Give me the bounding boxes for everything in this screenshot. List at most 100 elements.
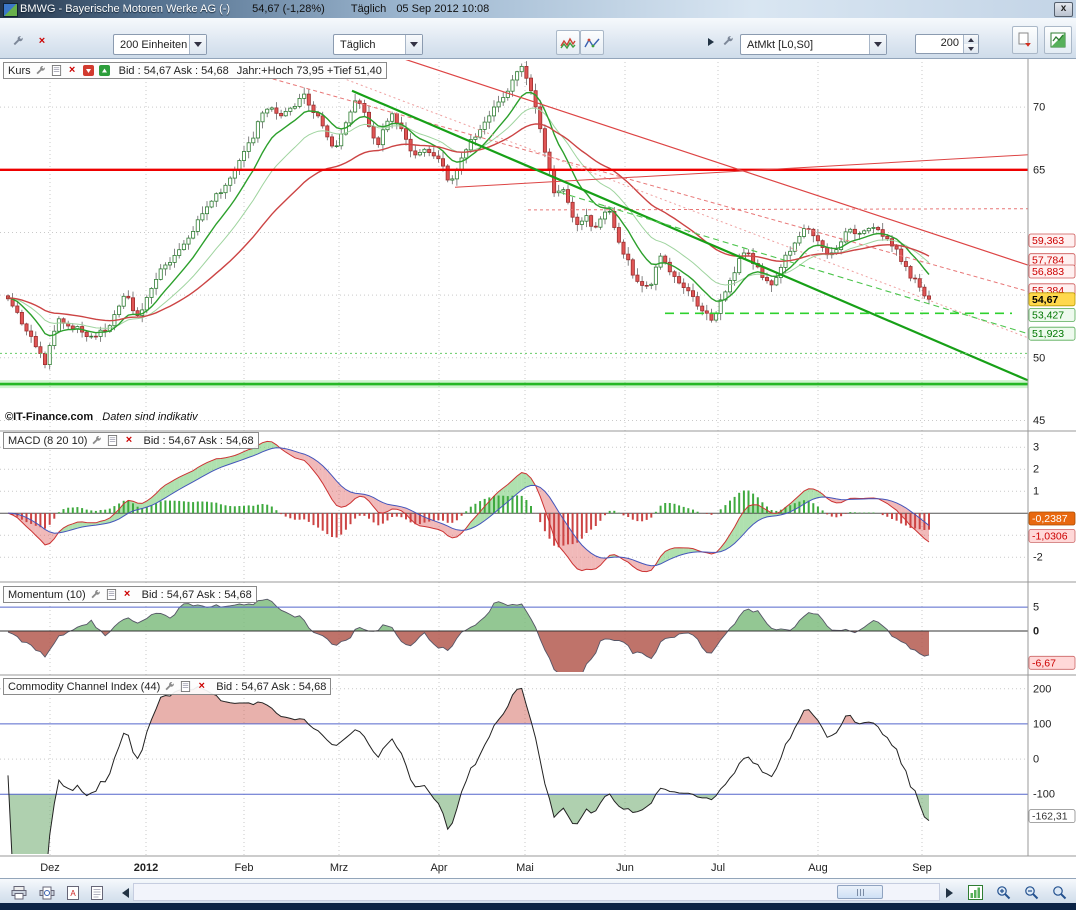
candles-layer (6, 61, 932, 370)
close-icon[interactable]: × (198, 680, 205, 692)
month-label: Dez (40, 862, 60, 874)
page-icon[interactable] (88, 883, 106, 902)
cci-bid-ask: Bid : 54,67 Ask : 54,68 (216, 680, 327, 693)
print-icon[interactable] (8, 883, 30, 902)
chevron-down-icon[interactable] (405, 35, 422, 54)
stepper-down-icon[interactable] (964, 44, 978, 53)
month-label: Sep (912, 862, 932, 874)
chart-style-2-icon[interactable] (580, 30, 604, 55)
month-label: Feb (235, 862, 254, 874)
axis-tick-label: 50 (1033, 352, 1045, 364)
axis-tick-label: 65 (1033, 164, 1045, 176)
horizontal-scrollbar[interactable] (133, 883, 940, 901)
close-icon[interactable]: × (125, 434, 133, 446)
axis-tick-label: 45 (1033, 415, 1045, 427)
axis-tick-label: 0 (1033, 754, 1039, 766)
period-dropdown[interactable]: Täglich (333, 34, 423, 55)
watermark-note: Daten sind indikativ (102, 411, 198, 423)
trendlines-layer (0, 60, 1028, 389)
new-chart-icon[interactable] (1044, 26, 1072, 54)
price-chip (1028, 233, 1076, 248)
title-bar: BMWG - Bayerische Motoren Werke AG (-) 5… (0, 0, 1076, 18)
wrench-icon[interactable] (163, 680, 176, 693)
units-dropdown[interactable]: 200 Einheiten (113, 34, 207, 55)
zoom-out-icon[interactable] (1020, 882, 1044, 903)
sell-icon[interactable] (82, 64, 95, 77)
month-label: Mai (516, 862, 534, 874)
erase-icon[interactable]: × (38, 34, 46, 47)
axis-tick-label: 0 (1033, 626, 1039, 638)
wrench-icon[interactable] (89, 588, 102, 601)
document-icon[interactable] (105, 588, 118, 601)
title-instrument: BMWG - Bayerische Motoren Werke AG (-) (20, 3, 231, 15)
momentum-area-negative (8, 630, 929, 672)
kurs-panel-title: Kurs (8, 64, 31, 77)
gridlines (0, 62, 1028, 856)
month-label: Jun (616, 862, 634, 874)
settings-wrench-icon[interactable] (718, 31, 738, 51)
cci-panel-header: Commodity Channel Index (44) × Bid : 54,… (3, 678, 332, 695)
price-chip-label: 51,923 (1032, 328, 1064, 340)
window-bottom-edge (0, 903, 1076, 910)
app-icon (3, 3, 18, 17)
close-icon[interactable]: x (1054, 2, 1073, 17)
watermark-brand: ©IT-Finance.com (5, 411, 94, 423)
price-chip-label: -1,0306 (1032, 530, 1068, 542)
period-dropdown-value: Täglich (340, 38, 376, 51)
axis-tick-label: 100 (1033, 718, 1051, 730)
price-chip (1028, 655, 1076, 670)
svg-text:A: A (70, 889, 76, 898)
title-period: Täglich (350, 3, 387, 15)
scroll-right-icon[interactable] (941, 884, 957, 901)
month-label: Mrz (330, 862, 348, 874)
play-icon[interactable] (704, 34, 718, 50)
axis-tick-label: 1 (1033, 486, 1039, 498)
scrollbar-thumb[interactable] (837, 885, 883, 899)
print-preview-icon[interactable] (36, 883, 58, 902)
chart-style-icon[interactable] (556, 30, 580, 55)
close-icon[interactable]: × (68, 64, 76, 76)
cci-panel-title: Commodity Channel Index (44) (8, 680, 161, 693)
price-chip-label: 57,784 (1032, 255, 1064, 267)
axis-tick-label: -2 (1033, 552, 1043, 564)
wrench-icon[interactable] (34, 64, 47, 77)
macd-panel-title: MACD (8 20 10) (8, 434, 88, 447)
kurs-year-range: Jahr:+Hoch 73,95 +Tief 51,40 (236, 64, 382, 77)
stepper-up-icon[interactable] (964, 35, 978, 44)
page-a-icon[interactable]: A (64, 883, 82, 902)
macd-panel-header: MACD (8 20 10) × Bid : 54,67 Ask : 54,68 (3, 432, 259, 449)
chevron-down-icon[interactable] (869, 35, 886, 54)
momentum-bid-ask: Bid : 54,67 Ask : 54,68 (141, 588, 252, 601)
scroll-left-icon[interactable] (117, 884, 133, 901)
month-label: Jul (711, 862, 725, 874)
price-chip-label: -6,67 (1032, 657, 1056, 669)
units-dropdown-value: 200 Einheiten (120, 38, 188, 51)
zoom-reset-icon[interactable] (1048, 882, 1072, 903)
document-icon[interactable] (50, 64, 63, 77)
close-icon[interactable]: × (123, 588, 131, 600)
price-chip-label: 54,67 (1032, 294, 1058, 306)
chevron-down-icon[interactable] (189, 35, 206, 54)
atmkt-dropdown[interactable]: AtMkt [L0,S0] (740, 34, 887, 55)
import-icon[interactable] (1012, 26, 1038, 54)
macd-layer (0, 440, 1028, 573)
zoom-in-icon[interactable] (992, 882, 1016, 903)
month-label: Aug (808, 862, 828, 874)
month-label: 2012 (134, 862, 158, 874)
price-chip (1028, 529, 1076, 543)
title-last-price: 54,67 (-1,28%) (252, 3, 325, 15)
watermark: ©IT-Finance.com Daten sind indikativ (5, 411, 198, 423)
axis-tick-label: 2 (1033, 464, 1039, 476)
axis-tick-label: -100 (1033, 789, 1055, 801)
atmkt-dropdown-value: AtMkt [L0,S0] (747, 38, 814, 51)
axis-tick-label: 5 (1033, 602, 1039, 614)
wrench-icon[interactable] (90, 434, 103, 447)
quantity-stepper[interactable]: 200 (915, 34, 979, 54)
document-icon[interactable] (106, 434, 119, 447)
document-icon[interactable] (179, 680, 192, 693)
wrench-icon[interactable] (8, 31, 28, 51)
buy-icon[interactable] (98, 64, 111, 77)
chart-small-icon[interactable] (964, 882, 986, 903)
